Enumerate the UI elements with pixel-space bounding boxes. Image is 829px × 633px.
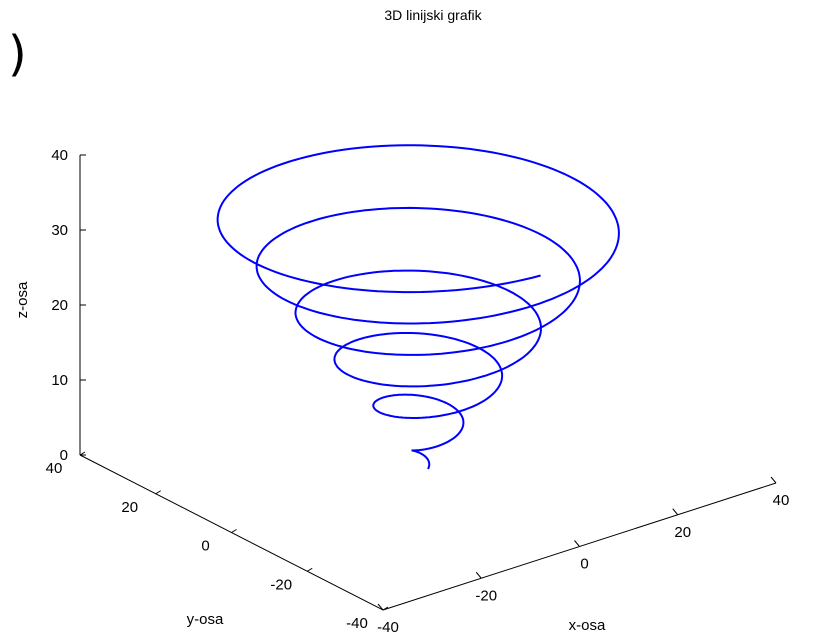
y-tick-mark xyxy=(155,490,162,495)
y-tick-label: -40 xyxy=(346,615,368,632)
z-tick-label: 30 xyxy=(51,222,68,239)
x-tick-label: 0 xyxy=(580,556,588,573)
y-tick-mark xyxy=(382,606,389,611)
y-tick-label: -20 xyxy=(270,576,292,593)
z-axis-label: z-osa xyxy=(14,281,31,318)
x-tick-mark xyxy=(475,571,482,579)
z-tick-label: 40 xyxy=(51,147,68,164)
x-tick-label: -20 xyxy=(475,587,497,604)
x-tick-mark xyxy=(770,476,777,484)
y-axis-label: y-osa xyxy=(187,611,224,628)
y-tick-mark xyxy=(231,529,237,533)
z-tick-label: 20 xyxy=(51,297,68,314)
x-tick-label: 40 xyxy=(773,492,790,509)
y-tick-mark xyxy=(306,567,313,572)
y-tick-label: 40 xyxy=(46,460,63,477)
x-tick-mark xyxy=(672,508,679,516)
z-tick-label: 10 xyxy=(51,372,68,389)
chart-title: 3D linijski grafik xyxy=(384,7,482,23)
series-line-0 xyxy=(216,144,620,470)
x-tick-mark xyxy=(377,603,384,611)
y-tick-label: 20 xyxy=(121,499,138,516)
x-tick-label: 20 xyxy=(674,524,691,541)
series-group xyxy=(216,144,620,470)
z-tick-label: 0 xyxy=(60,447,68,464)
page-fragment-parenthesis: ) xyxy=(8,26,27,82)
x-tick-mark xyxy=(574,540,580,547)
x-tick-label: -40 xyxy=(377,619,399,633)
x-axis-label: x-osa xyxy=(569,617,606,633)
y-tick-label: 0 xyxy=(201,538,209,555)
